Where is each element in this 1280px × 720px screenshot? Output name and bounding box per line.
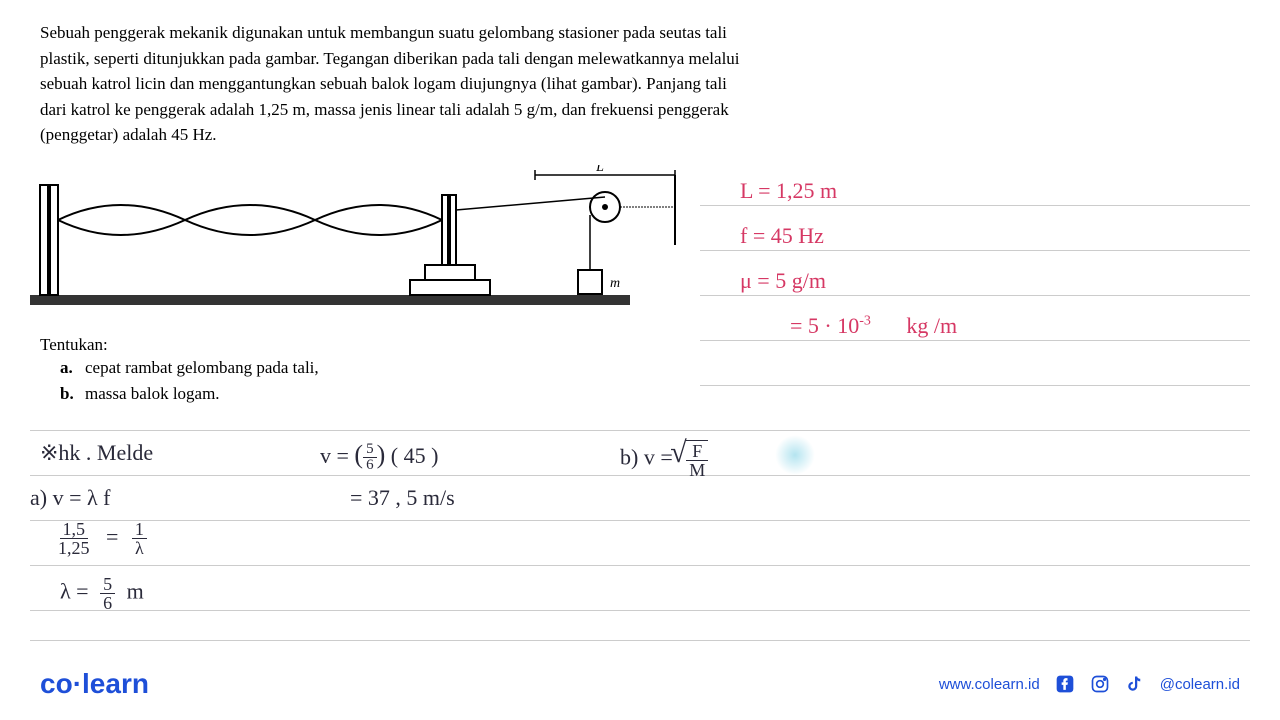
facebook-icon xyxy=(1055,674,1075,694)
lambda-result: λ = 56 m xyxy=(60,575,144,612)
fraction-step1: 1,51,25 = 1λ xyxy=(55,520,147,557)
part-a-formula: a) v = λ f xyxy=(30,485,111,511)
instagram-icon xyxy=(1090,674,1110,694)
given-mu: μ = 5 g/m xyxy=(740,268,826,294)
melde-law: ※hk . Melde xyxy=(40,440,153,466)
velocity-result: = 37 , 5 m/s xyxy=(350,485,455,511)
tiktok-icon xyxy=(1125,674,1145,694)
problem-text: Sebuah penggerak mekanik digunakan untuk… xyxy=(40,20,740,148)
rule-line xyxy=(700,250,1250,251)
rule-line xyxy=(30,565,1250,566)
footer-handle: @colearn.id xyxy=(1160,676,1240,693)
rule-line xyxy=(30,610,1250,611)
given-f: f = 45 Hz xyxy=(740,223,824,249)
given-L: L = 1,25 m xyxy=(740,178,837,204)
rule-line xyxy=(700,295,1250,296)
question-part-a: a. cepat rambat gelombang pada tali, xyxy=(60,355,319,381)
given-mu-si: = 5 · 10-3 kg /m xyxy=(790,313,957,339)
rule-line xyxy=(700,205,1250,206)
footer: co·learn www.colearn.id @colearn.id xyxy=(40,668,1240,700)
colearn-logo: co·learn xyxy=(40,668,149,700)
rule-line xyxy=(700,385,1250,386)
tentukan-label: Tentukan: xyxy=(40,335,319,355)
rule-line xyxy=(30,640,1250,641)
rule-line xyxy=(30,430,1250,431)
diagram-m-label: m xyxy=(610,276,620,291)
velocity-calc: v = (56) ( 45 ) xyxy=(320,440,438,473)
highlight-blob xyxy=(775,435,815,475)
rule-line xyxy=(30,520,1250,521)
question-prompt: Tentukan: a. cepat rambat gelombang pada… xyxy=(40,335,319,406)
physics-diagram: L m xyxy=(30,165,690,325)
question-part-b: b. massa balok logam. xyxy=(60,381,319,407)
part-b-formula: b) v = √ F M xyxy=(620,440,708,479)
diagram-L-label: L xyxy=(595,165,604,175)
rule-line xyxy=(700,340,1250,341)
footer-url: www.colearn.id xyxy=(939,676,1040,693)
